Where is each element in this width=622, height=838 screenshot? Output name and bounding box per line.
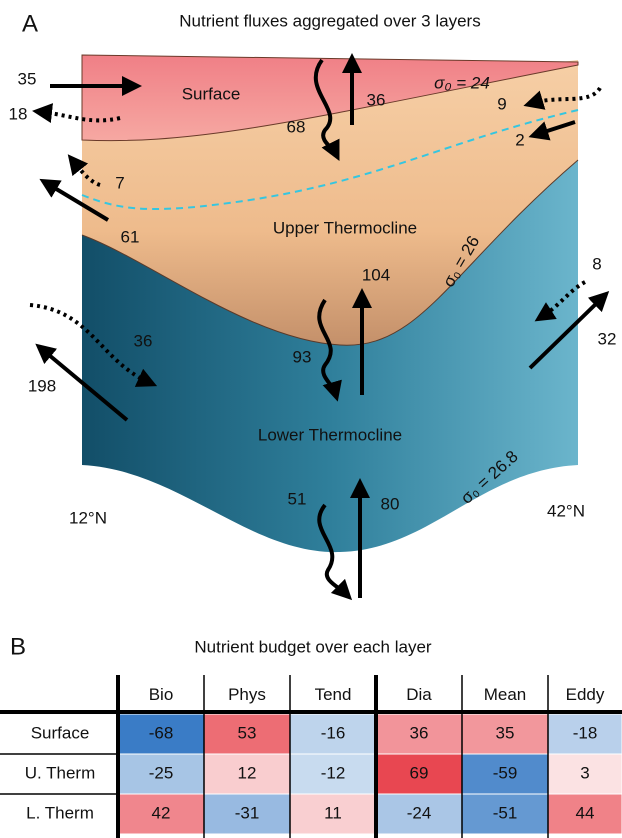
layer-label: Surface: [182, 84, 241, 103]
latitude-label: 42°N: [547, 501, 585, 520]
row-header: U. Therm: [25, 763, 96, 782]
cell-value: -25: [149, 763, 174, 782]
flux-label: 93: [293, 347, 312, 366]
cell-value: -24: [407, 803, 432, 822]
cell-value: -59: [493, 763, 518, 782]
panel-title: Nutrient fluxes aggregated over 3 layers: [179, 11, 480, 30]
column-header: Phys: [228, 685, 266, 704]
flux-label: 36: [367, 90, 386, 109]
cell-value: -51: [493, 803, 518, 822]
cell-value: 3: [580, 763, 589, 782]
isopycnal-label: σ₀ = 24: [434, 73, 490, 92]
panel-label: B: [10, 633, 26, 660]
flux-label: 198: [28, 376, 56, 395]
flux-label: 68: [287, 117, 306, 136]
row-header: Surface: [31, 723, 90, 742]
column-header: Tend: [315, 685, 352, 704]
column-header: Dia: [406, 685, 432, 704]
cell-value: -16: [321, 723, 346, 742]
page: A Nutrient fluxes aggregated over 3 laye…: [0, 0, 622, 838]
cell-value: -18: [573, 723, 598, 742]
cell-value: 11: [324, 803, 342, 822]
flux-label: 104: [362, 265, 390, 284]
flux-label: 9: [497, 94, 506, 113]
row-header: L. Therm: [26, 803, 94, 822]
cell-value: 35: [496, 723, 515, 742]
cell-value: -31: [235, 803, 260, 822]
flux-label: 35: [18, 69, 37, 88]
cell-value: 53: [238, 723, 257, 742]
cell-value: -12: [321, 763, 346, 782]
budget-table: Bio Phys Tend Dia Mean Eddy Surface -68 53 -16 36 3…: [0, 675, 622, 838]
flux-label: 2: [515, 130, 524, 149]
flux-label: 18: [9, 104, 28, 123]
flux-label: 8: [592, 254, 601, 273]
cell-value: 12: [238, 763, 257, 782]
flux-label: 36: [134, 331, 153, 350]
flux-label: 80: [381, 494, 400, 513]
cell-value: 69: [410, 763, 429, 782]
latitude-label: 12°N: [69, 508, 107, 527]
cell-value: 44: [576, 803, 595, 822]
panel-title: Nutrient budget over each layer: [194, 637, 432, 656]
column-header: Mean: [484, 685, 527, 704]
layer-label: Upper Thermocline: [273, 218, 417, 237]
cell-value: 36: [410, 723, 429, 742]
panel-label: A: [22, 10, 38, 37]
flux-label: 32: [598, 329, 617, 348]
cell-value: 42: [152, 803, 171, 822]
layer-label: Lower Thermocline: [258, 425, 402, 444]
flux-label: 61: [121, 227, 140, 246]
column-header: Bio: [149, 685, 174, 704]
column-header: Eddy: [566, 685, 605, 704]
flux-label: 7: [115, 173, 124, 192]
cell-value: -68: [149, 723, 174, 742]
flux-label: 51: [288, 489, 307, 508]
